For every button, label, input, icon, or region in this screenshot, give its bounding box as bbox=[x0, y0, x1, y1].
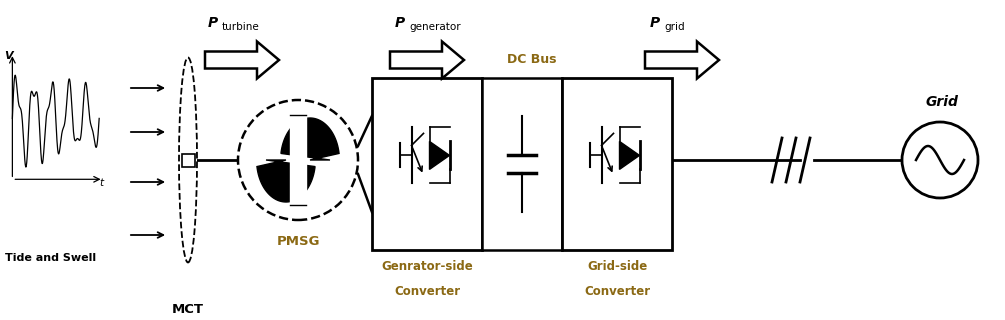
Polygon shape bbox=[429, 141, 449, 169]
Polygon shape bbox=[645, 42, 719, 78]
Polygon shape bbox=[281, 118, 339, 160]
Text: MCT: MCT bbox=[172, 303, 204, 316]
Text: t: t bbox=[99, 178, 104, 188]
Bar bbox=[562, 78, 672, 250]
Ellipse shape bbox=[179, 58, 197, 262]
Text: DC Bus: DC Bus bbox=[508, 53, 557, 66]
Polygon shape bbox=[205, 42, 279, 78]
Text: P: P bbox=[650, 16, 660, 30]
Polygon shape bbox=[257, 160, 315, 202]
Text: grid: grid bbox=[664, 22, 684, 32]
Text: P: P bbox=[395, 16, 405, 30]
Bar bbox=[182, 154, 195, 166]
Text: V: V bbox=[5, 51, 13, 61]
Polygon shape bbox=[390, 42, 464, 78]
Text: PMSG: PMSG bbox=[276, 235, 320, 248]
Text: Tide and Swell: Tide and Swell bbox=[5, 253, 96, 263]
Text: Grid-side: Grid-side bbox=[587, 260, 647, 273]
Bar bbox=[482, 78, 562, 250]
Polygon shape bbox=[619, 141, 639, 169]
Polygon shape bbox=[290, 115, 306, 205]
Circle shape bbox=[902, 122, 978, 198]
Text: P: P bbox=[208, 16, 218, 30]
Text: Genrator-side: Genrator-side bbox=[381, 260, 473, 273]
Text: Converter: Converter bbox=[584, 285, 650, 298]
Text: Converter: Converter bbox=[394, 285, 460, 298]
Text: Grid: Grid bbox=[926, 95, 959, 109]
Circle shape bbox=[238, 100, 358, 220]
Text: generator: generator bbox=[409, 22, 460, 32]
Bar bbox=[372, 78, 482, 250]
Text: turbine: turbine bbox=[222, 22, 259, 32]
